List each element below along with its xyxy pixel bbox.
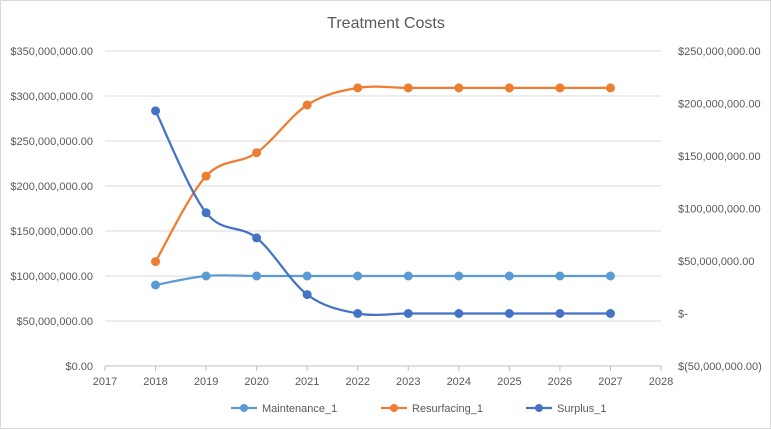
series-layer	[151, 83, 615, 318]
data-point	[403, 271, 413, 281]
legend-swatch-marker	[390, 404, 398, 412]
left-y-tick-label: $250,000,000.00	[10, 136, 93, 148]
data-point	[201, 208, 211, 218]
data-point	[302, 100, 312, 110]
right-y-tick-label: $-	[678, 309, 688, 321]
x-tick-label: 2020	[244, 376, 268, 388]
data-point	[403, 83, 413, 93]
data-point	[555, 83, 565, 93]
series-line	[155, 274, 611, 287]
x-tick-label: 2018	[143, 376, 167, 388]
x-tick-label: 2024	[447, 376, 471, 388]
data-point	[252, 271, 262, 281]
left-y-tick-label: $100,000,000.00	[10, 271, 93, 283]
left-y-tick-label: $50,000,000.00	[17, 316, 93, 328]
right-y-tick-label: $250,000,000.00	[678, 46, 761, 58]
data-point	[302, 290, 312, 300]
data-point	[252, 148, 262, 158]
x-tick-label: 2028	[649, 376, 673, 388]
gridlines	[105, 50, 661, 322]
right-y-tick-label: $200,000,000.00	[678, 99, 761, 111]
x-tick-label: 2019	[194, 376, 218, 388]
x-tick-label: 2023	[396, 376, 420, 388]
data-point	[605, 309, 615, 318]
data-point	[504, 309, 514, 318]
x-tick-label: 2021	[295, 376, 319, 388]
series-resurfacing-1	[151, 83, 615, 267]
series-maintenance-1	[151, 271, 615, 290]
chart-title: Treatment Costs	[327, 15, 445, 32]
right-y-tick-label: $50,000,000.00	[678, 256, 754, 268]
series-line	[154, 110, 611, 317]
data-point	[605, 271, 615, 281]
x-tick-label: 2027	[598, 376, 622, 388]
data-point	[252, 233, 262, 243]
right-y-tick-label: $150,000,000.00	[678, 151, 761, 163]
data-point	[151, 257, 161, 267]
data-point	[454, 309, 464, 318]
x-tick-label: 2025	[497, 376, 521, 388]
data-point	[353, 309, 363, 318]
x-tick-label: 2026	[548, 376, 572, 388]
x-axis-ticks: 2017 2018 2019 2020 2021 2022 2023 2024 2025 2026…	[93, 366, 673, 388]
x-tick-label: 2017	[93, 376, 117, 388]
legend-label: Surplus_1	[557, 403, 607, 415]
data-point	[504, 271, 514, 281]
data-point	[454, 271, 464, 281]
data-point	[302, 271, 312, 281]
data-point	[454, 83, 464, 93]
legend-item: Surplus_1	[526, 403, 607, 415]
data-point	[403, 309, 413, 318]
legend-label: Resurfacing_1	[412, 403, 483, 415]
data-point	[605, 83, 615, 93]
legend-item: Maintenance_1	[231, 403, 337, 415]
left-y-tick-label: $350,000,000.00	[10, 46, 93, 58]
series-line	[154, 85, 611, 263]
legend: Maintenance_1 Resurfacing_1 Surplus_1	[231, 403, 607, 415]
legend-item: Resurfacing_1	[381, 403, 483, 415]
data-point	[201, 271, 211, 281]
legend-swatch-marker	[240, 404, 248, 412]
left-y-axis-ticks: $0.00 $50,000,000.00 $100,000,000.00 $150,0…	[10, 46, 93, 373]
data-point	[353, 271, 363, 281]
data-point	[201, 171, 211, 181]
left-y-tick-label: $0.00	[65, 361, 93, 373]
left-y-tick-label: $150,000,000.00	[10, 226, 93, 238]
right-y-axis-ticks: $(50,000,000.00) $- $50,000,000.00 $100,000…	[678, 46, 762, 373]
x-tick-label: 2022	[345, 376, 369, 388]
left-y-tick-label: $300,000,000.00	[10, 91, 93, 103]
data-point	[555, 271, 565, 281]
series-surplus-1	[151, 106, 615, 318]
data-point	[151, 280, 161, 290]
legend-label: Maintenance_1	[262, 403, 337, 415]
data-point	[555, 309, 565, 318]
data-point	[151, 106, 161, 116]
right-y-tick-label: $100,000,000.00	[678, 204, 761, 216]
data-point	[504, 83, 514, 93]
left-y-tick-label: $200,000,000.00	[10, 181, 93, 193]
right-y-tick-label: $(50,000,000.00)	[678, 361, 762, 373]
data-point	[353, 83, 363, 93]
legend-swatch-marker	[535, 404, 543, 412]
